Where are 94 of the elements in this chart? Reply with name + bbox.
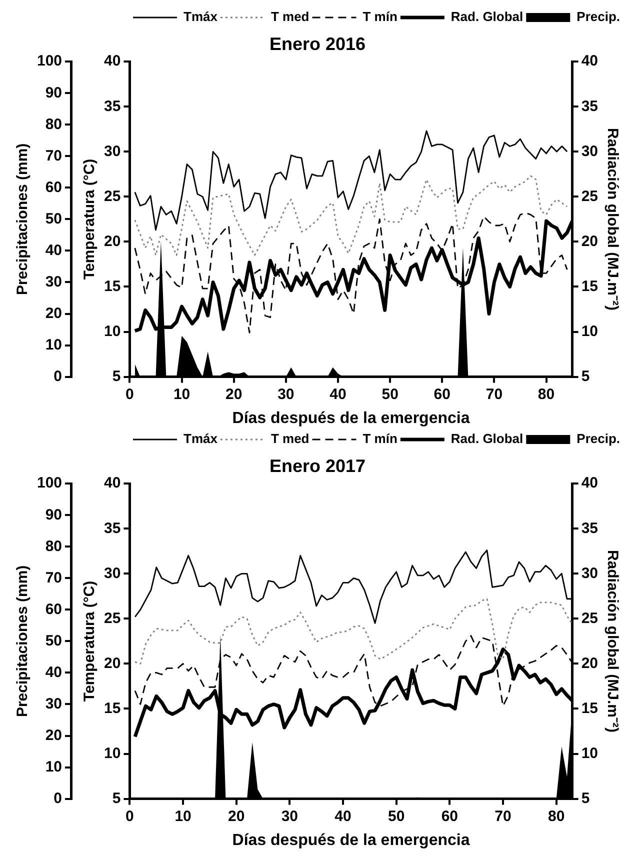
y-tick-label: 100 bbox=[36, 52, 62, 70]
y-tick-label: 40 bbox=[45, 664, 62, 681]
y2-tick-label: 20 bbox=[581, 654, 598, 672]
y-tick-label: 20 bbox=[45, 726, 62, 744]
legend-label: Rad. Global bbox=[450, 9, 524, 24]
x-axis-title: Días después de la emergencia bbox=[232, 832, 470, 849]
y3-tick-label: 20 bbox=[104, 232, 121, 250]
y-tick-label: 90 bbox=[45, 84, 62, 102]
chart-title: Enero 2016 bbox=[269, 34, 366, 54]
legend-label: Rad. Global bbox=[450, 431, 524, 446]
y-axis-title: Precipitaciones (mm) bbox=[14, 143, 32, 296]
y-tick-label: 70 bbox=[45, 147, 62, 164]
legend-label: T mín bbox=[362, 431, 398, 446]
y-tick-label: 90 bbox=[45, 506, 62, 524]
y3-tick-label: 5 bbox=[112, 790, 121, 807]
y2-tick-label: 30 bbox=[581, 142, 598, 160]
y3-tick-label: 25 bbox=[104, 610, 121, 627]
y3-tick-label: 5 bbox=[112, 368, 121, 385]
x-tick-label: 30 bbox=[281, 808, 298, 825]
x-tick-label: 70 bbox=[494, 808, 512, 825]
y-tick-label: 10 bbox=[45, 758, 62, 776]
y-tick-label: 80 bbox=[45, 116, 62, 133]
y3-tick-label: 20 bbox=[104, 654, 121, 672]
legend-label: T med bbox=[270, 431, 310, 446]
y2-axis-title: Radiación global (MJ.m⁻²) bbox=[604, 550, 621, 732]
y2-tick-label: 20 bbox=[581, 232, 598, 250]
y2-tick-label: 40 bbox=[581, 474, 598, 492]
y-tick-label: 10 bbox=[45, 336, 62, 354]
y2-tick-label: 5 bbox=[581, 368, 590, 385]
x-tick-label: 20 bbox=[226, 386, 242, 403]
y3-tick-label: 30 bbox=[104, 142, 121, 160]
y-tick-label: 0 bbox=[54, 790, 62, 807]
legend-label: Tmáx bbox=[184, 431, 218, 446]
legend-label: Precip. bbox=[576, 431, 620, 446]
x-tick-label: 80 bbox=[538, 386, 555, 403]
y-tick-label: 50 bbox=[45, 632, 62, 650]
y-tick-label: 60 bbox=[45, 600, 62, 618]
x-tick-label: 50 bbox=[382, 386, 398, 403]
x-tick-label: 20 bbox=[228, 808, 245, 825]
y-tick-label: 100 bbox=[36, 474, 62, 492]
y-tick-label: 60 bbox=[45, 178, 62, 196]
legend-label: T mín bbox=[362, 9, 398, 24]
y2-tick-label: 5 bbox=[581, 790, 590, 807]
x-tick-label: 60 bbox=[434, 386, 450, 403]
y3-tick-label: 25 bbox=[104, 188, 121, 205]
x-tick-label: 30 bbox=[278, 386, 294, 403]
x-tick-label: 0 bbox=[126, 386, 134, 403]
y-tick-label: 80 bbox=[45, 538, 62, 555]
y-tick-label: 20 bbox=[45, 304, 62, 322]
y3-tick-label: 35 bbox=[104, 98, 121, 115]
x-axis-title: Días después de la emergencia bbox=[232, 410, 470, 427]
chart-title: Enero 2017 bbox=[269, 456, 366, 476]
x-tick-label: 70 bbox=[486, 386, 503, 403]
y-tick-label: 0 bbox=[54, 368, 62, 385]
x-tick-label: 10 bbox=[173, 386, 190, 403]
line-series bbox=[134, 598, 572, 664]
y-tick-label: 70 bbox=[45, 569, 62, 586]
y2-tick-label: 40 bbox=[581, 52, 598, 70]
line-series bbox=[134, 175, 568, 256]
y3-tick-label: 40 bbox=[104, 474, 121, 492]
y3-tick-label: 15 bbox=[104, 700, 121, 717]
y2-tick-label: 35 bbox=[581, 98, 598, 115]
x-tick-label: 0 bbox=[126, 808, 134, 825]
y-tick-label: 50 bbox=[45, 210, 62, 228]
x-tick-label: 40 bbox=[334, 808, 352, 825]
y-tick-label: 30 bbox=[45, 695, 62, 712]
legend-label: Precip. bbox=[576, 9, 620, 24]
y2-tick-label: 35 bbox=[581, 520, 598, 537]
y3-axis-title: Temperatura (°C) bbox=[81, 158, 98, 280]
y2-tick-label: 30 bbox=[581, 564, 598, 582]
y3-tick-label: 30 bbox=[104, 564, 121, 582]
y2-tick-label: 25 bbox=[581, 610, 598, 627]
y2-tick-label: 15 bbox=[581, 278, 598, 295]
x-tick-label: 50 bbox=[388, 808, 405, 825]
x-tick-label: 40 bbox=[330, 386, 346, 403]
y2-axis-title: Radiación global (MJ.m⁻²) bbox=[604, 128, 621, 310]
y2-tick-label: 25 bbox=[581, 188, 598, 205]
y3-tick-label: 10 bbox=[104, 322, 121, 340]
y3-tick-label: 10 bbox=[104, 744, 121, 762]
x-tick-label: 80 bbox=[548, 808, 565, 825]
y3-axis-title: Temperatura (°C) bbox=[81, 580, 98, 702]
x-tick-label: 60 bbox=[441, 808, 458, 825]
x-tick-label: 10 bbox=[174, 808, 192, 825]
y2-tick-label: 15 bbox=[581, 700, 598, 717]
y3-tick-label: 15 bbox=[104, 278, 121, 295]
y-tick-label: 40 bbox=[45, 242, 62, 259]
y2-tick-label: 10 bbox=[581, 744, 598, 762]
y-axis-title: Precipitaciones (mm) bbox=[14, 565, 32, 718]
legend-label: T med bbox=[270, 9, 310, 24]
legend-label: Tmáx bbox=[184, 9, 218, 24]
y3-tick-label: 35 bbox=[104, 520, 121, 537]
y-tick-label: 30 bbox=[45, 273, 62, 290]
y3-tick-label: 40 bbox=[104, 52, 121, 70]
y2-tick-label: 10 bbox=[581, 322, 598, 340]
